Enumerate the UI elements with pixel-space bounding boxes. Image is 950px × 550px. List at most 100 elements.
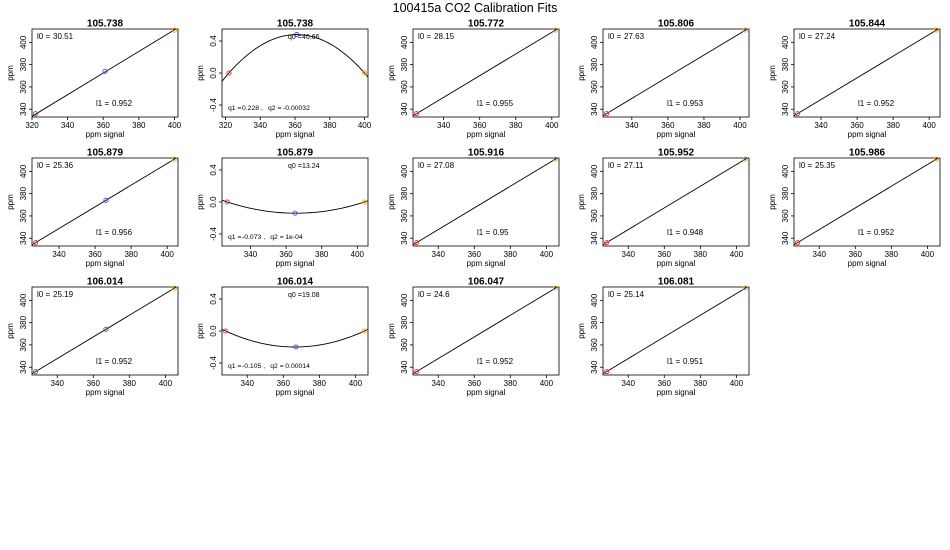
x-axis-label: ppm signal [657, 388, 696, 397]
annotation-q2: q2 = [270, 363, 283, 370]
data-point [171, 156, 177, 162]
y-tick-label: 400 [781, 35, 790, 49]
y-tick-label: 340 [590, 360, 599, 374]
annotation-l1-value: 0.956 [112, 228, 133, 237]
x-tick-label: 360 [849, 250, 863, 259]
x-tick-label: 380 [504, 379, 518, 388]
x-tick-label: 340 [254, 121, 268, 130]
y-tick-label: 0.0 [209, 67, 218, 79]
y-tick-label: 0.4 [209, 35, 218, 47]
y-tick-label: 360 [590, 338, 599, 352]
annotation-l0-value: 28.15 [434, 32, 455, 41]
plot-frame [221, 286, 369, 376]
annotation-q0: q0 = [288, 292, 302, 299]
annotation-l0: l0 = [418, 161, 431, 170]
y-axis-label: ppm [577, 323, 586, 339]
x-tick-label: 380 [323, 121, 337, 130]
y-tick-label: 340 [781, 102, 790, 116]
annotation-l1-value: 0.95 [493, 228, 509, 237]
annotation-l0-value: 25.14 [624, 290, 645, 299]
x-axis-label: ppm signal [467, 130, 506, 139]
x-axis-label: ppm signal [276, 259, 315, 268]
annotation-q1: q1 = [228, 363, 241, 370]
data-point [361, 199, 367, 205]
annotation-l1: l1 = [477, 357, 490, 366]
calibration-panel: 105.772 340 360 380 400 340 360 380 400 ppm signa… [387, 19, 560, 139]
annotation-l0-value: 27.08 [434, 161, 455, 170]
data-point [224, 199, 230, 205]
y-axis-label: ppm [196, 194, 205, 210]
data-point [604, 240, 610, 246]
x-axis-label: ppm signal [86, 388, 125, 397]
annotation-l1: l1 = [96, 228, 109, 237]
x-tick-label: 400 [923, 121, 937, 130]
x-tick-label: 360 [87, 379, 101, 388]
data-point [361, 70, 368, 76]
panel-title: 105.986 [849, 148, 886, 159]
calibration-panel: 105.738 320 340 360 380 400 340 360 380 400 ppm si… [6, 19, 182, 140]
x-tick-label: 340 [241, 379, 255, 388]
x-tick-label: 380 [694, 250, 708, 259]
annotation-l1: l1 = [667, 99, 680, 108]
annotation-l0-value: 24.6 [434, 290, 450, 299]
annotation-l0: l0 = [37, 32, 50, 41]
y-tick-label: 380 [590, 186, 599, 200]
annotation-l1: l1 = [96, 99, 109, 108]
annotation-l0: l0 = [418, 32, 431, 41]
data-point [223, 328, 229, 334]
y-tick-label: -0.4 [209, 356, 218, 370]
calibration-panel: 105.879 340 360 380 400 340 360 380 400 ppm signa… [6, 148, 179, 268]
x-tick-label: 360 [850, 121, 864, 130]
y-tick-label: 360 [19, 338, 28, 352]
y-tick-label: 340 [400, 360, 409, 374]
annotation-l1-value: 0.952 [874, 99, 895, 108]
annotation-q0-value: 13.24 [302, 163, 320, 170]
calibration-panel: 105.844 340 360 380 400 340 360 380 400 ppm signa… [768, 19, 941, 139]
y-axis-label: ppm [196, 65, 205, 81]
x-tick-label: 340 [51, 379, 65, 388]
y-tick-label: 360 [590, 209, 599, 223]
annotation-l1: l1 = [667, 228, 680, 237]
y-tick-label: 360 [781, 80, 790, 94]
annotation-l1-value: 0.952 [112, 357, 133, 366]
x-tick-label: 380 [694, 379, 708, 388]
fit-curve [222, 34, 368, 82]
x-tick-label: 320 [219, 121, 233, 130]
data-point [294, 32, 300, 38]
annotation-q2-value: 0.00014 [285, 363, 310, 370]
x-tick-label: 340 [432, 379, 446, 388]
x-axis-label: ppm signal [276, 388, 315, 397]
calibration-panel: 105.952 340 360 380 400 340 360 380 400 ppm signa… [577, 148, 750, 268]
annotation-l1: l1 = [477, 228, 490, 237]
annotation-l0-value: 25.36 [53, 161, 74, 170]
y-tick-label: 340 [19, 360, 28, 374]
x-tick-label: 400 [358, 121, 372, 130]
calibration-panel: 106.047 340 360 380 400 340 360 380 400 ppm signa… [387, 277, 560, 397]
annotation-l0-value: 25.19 [53, 290, 74, 299]
y-tick-label: 340 [781, 231, 790, 245]
x-tick-label: 400 [349, 379, 363, 388]
data-point [33, 369, 39, 375]
calibration-panel: 106.014 340 360 380 400 340 360 380 400 ppm signa… [6, 277, 179, 397]
x-tick-label: 380 [124, 250, 138, 259]
annotation-q1-value: -0.073 [242, 234, 261, 241]
y-tick-label: 360 [400, 209, 409, 223]
annotation-q1: q1 = [228, 234, 241, 241]
y-axis-label: ppm [768, 194, 777, 210]
panel-title: 106.014 [277, 277, 314, 288]
x-axis-label: ppm signal [276, 130, 315, 139]
plot-frame [221, 157, 369, 247]
x-tick-label: 380 [315, 250, 329, 259]
y-tick-label: 360 [400, 80, 409, 94]
plot-frame [602, 28, 750, 118]
x-tick-label: 340 [244, 250, 258, 259]
annotation-q1: q1 = [228, 105, 241, 112]
x-tick-label: 360 [279, 250, 293, 259]
x-tick-label: 340 [814, 121, 828, 130]
fit-line [32, 29, 177, 117]
calibration-panel: 105.879 340 360 380 400 -0.4 0.0 0.4 ppm signal p… [196, 148, 369, 268]
data-point [414, 369, 420, 375]
figure-title: 100415a CO2 Calibration Fits [392, 1, 558, 15]
y-tick-label: 380 [781, 57, 790, 71]
x-axis-label: ppm signal [848, 130, 887, 139]
